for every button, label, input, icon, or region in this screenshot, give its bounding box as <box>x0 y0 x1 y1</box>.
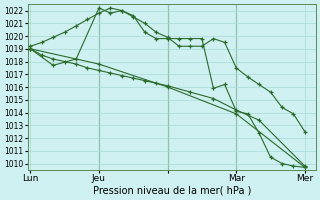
X-axis label: Pression niveau de la mer( hPa ): Pression niveau de la mer( hPa ) <box>92 186 251 196</box>
